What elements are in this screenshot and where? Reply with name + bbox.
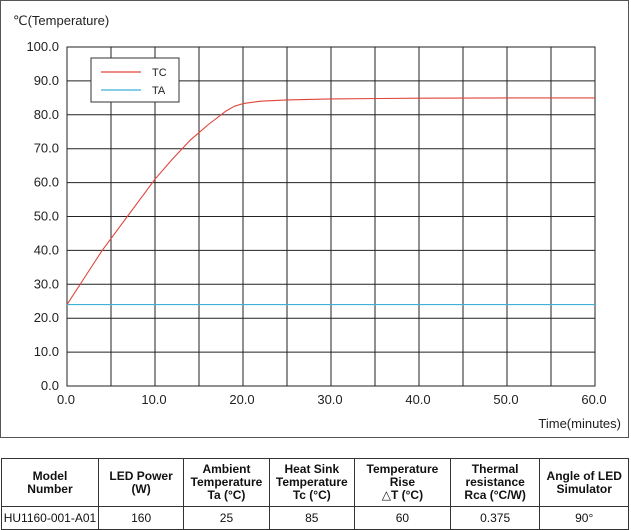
y-tick-label: 60.0 — [34, 175, 59, 190]
legend: TC TA — [90, 57, 180, 103]
y-tick-label: 90.0 — [34, 73, 59, 88]
tick-labels: 0.0 10.0 20.0 30.0 40.0 50.0 60.0 70.0 80.0 90.0 1… — [26, 39, 606, 407]
y-tick-label: 40.0 — [34, 242, 59, 257]
x-axis-label: Time(minutes) — [538, 416, 621, 431]
y-tick-label: 0.0 — [41, 378, 59, 393]
x-tick-label: 20.0 — [229, 392, 254, 407]
legend-label: TC — [152, 67, 167, 79]
table-cell: 85 — [268, 506, 355, 530]
table-body: HU1160-001-A01 160 25 85 60 0.375 90° — [1, 506, 629, 530]
legend-box — [90, 57, 180, 103]
table-header-cell: Heat Sink Temperature Tc (°C) — [268, 458, 355, 507]
y-tick-label: 30.0 — [34, 276, 59, 291]
x-tick-label: 40.0 — [405, 392, 430, 407]
temperature-chart: 0.0 10.0 20.0 30.0 40.0 50.0 60.0 70.0 80.0 90.0 1… — [13, 13, 621, 431]
chart-frame: 0.0 10.0 20.0 30.0 40.0 50.0 60.0 70.0 80.0 90.0 1… — [0, 0, 629, 438]
y-tick-label: 50.0 — [34, 209, 59, 224]
table-cell: HU1160-001-A01 — [1, 506, 99, 530]
series-layer — [66, 97, 595, 306]
table-cell: 0.375 — [449, 506, 541, 530]
x-tick-label: 60.0 — [581, 392, 606, 407]
table-header-cell: Temperature Rise △T (°C) — [353, 458, 451, 507]
grid — [66, 46, 596, 387]
table-header-cell: Ambient Temperature Ta (°C) — [183, 458, 270, 507]
y-tick-label: 20.0 — [34, 310, 59, 325]
x-tick-label: 30.0 — [317, 392, 342, 407]
table-header-row: Model Number LED Power (W) Ambient Tempera… — [1, 458, 629, 507]
table-cell: 90° — [539, 506, 629, 530]
table-cell: 25 — [183, 506, 270, 530]
x-tick-label: 0.0 — [57, 392, 75, 407]
y-tick-label: 100.0 — [26, 39, 59, 54]
y-axis-label: ℃(Temperature) — [13, 13, 109, 28]
x-tick-label: 10.0 — [141, 392, 166, 407]
table-row: HU1160-001-A01 160 25 85 60 0.375 90° — [1, 506, 629, 530]
table-header-cell: Model Number — [1, 458, 99, 507]
table-header-cell: Angle of LED Simulator — [539, 458, 629, 507]
y-tick-label: 10.0 — [34, 344, 59, 359]
table-cell: 60 — [353, 506, 451, 530]
y-tick-label: 80.0 — [34, 107, 59, 122]
table-header-cell: Thermal resistance Rca (°C/W) — [449, 458, 541, 507]
legend-label: TA — [152, 85, 166, 97]
table-cell: 160 — [97, 506, 185, 530]
x-tick-label: 50.0 — [493, 392, 518, 407]
series-line-tc — [66, 97, 595, 305]
table-header-cell: LED Power (W) — [97, 458, 185, 507]
spec-table: Model Number LED Power (W) Ambient Tempera… — [1, 458, 629, 530]
y-tick-label: 70.0 — [34, 141, 59, 156]
